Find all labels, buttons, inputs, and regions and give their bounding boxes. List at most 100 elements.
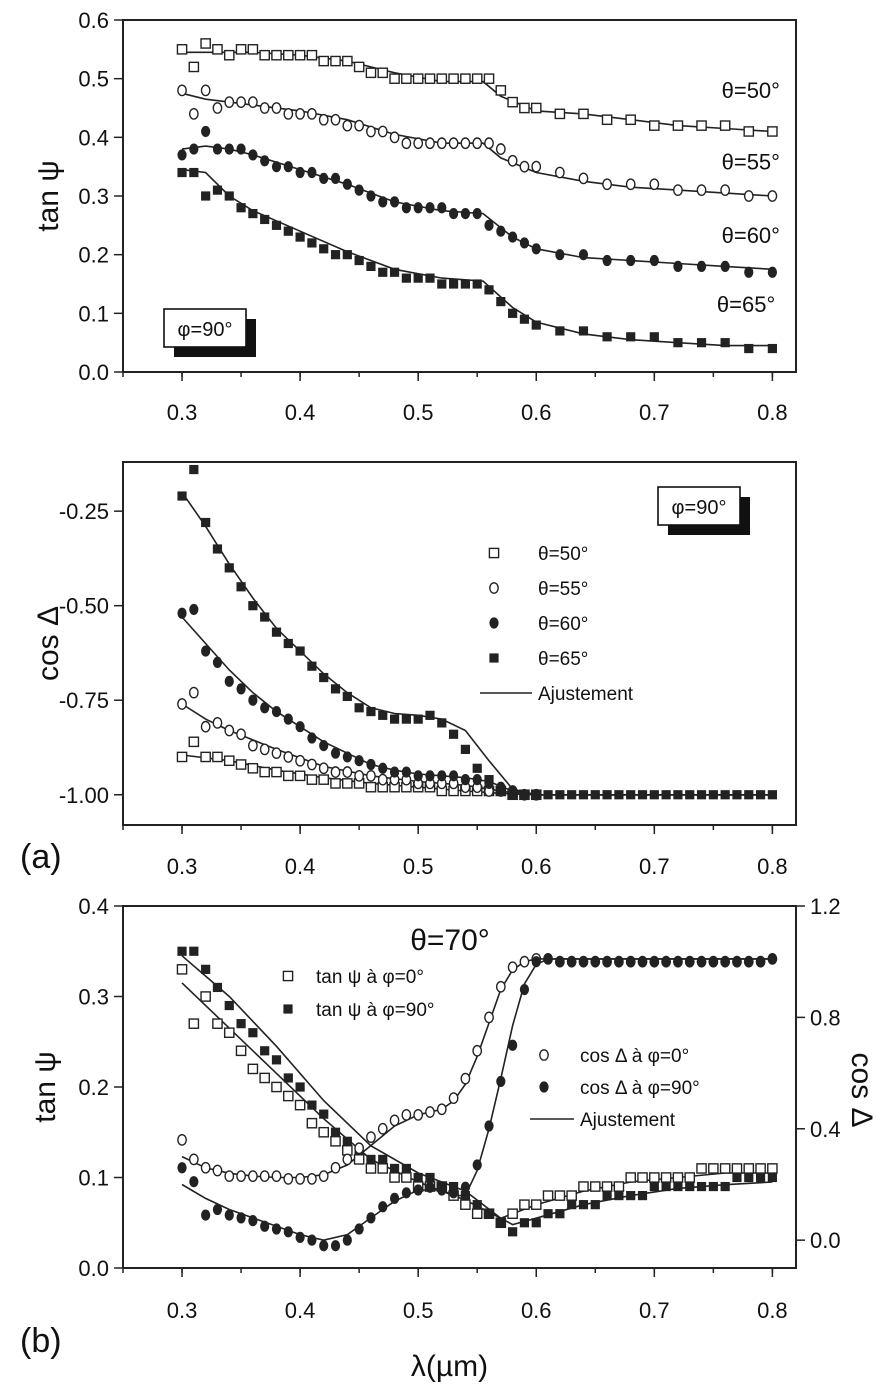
data-point — [224, 675, 234, 687]
data-point — [508, 1227, 518, 1237]
x-tick-label: 0.3 — [167, 400, 198, 425]
data-point — [318, 113, 329, 126]
y-tick-label: -0.50 — [59, 594, 109, 619]
legend-label: Ajustement — [538, 684, 634, 705]
data-point — [201, 125, 211, 138]
phi-label: φ=90° — [178, 319, 233, 341]
data-point — [378, 1201, 388, 1213]
y-tick-label: 0.1 — [78, 301, 109, 326]
data-point — [271, 161, 282, 173]
data-point — [602, 1191, 612, 1201]
data-point — [247, 762, 259, 774]
data-point — [519, 237, 530, 249]
data-point — [436, 73, 448, 84]
series-label: θ=50° — [722, 78, 780, 103]
data-point — [259, 743, 270, 756]
data-point — [259, 766, 270, 778]
data-point — [176, 964, 188, 975]
data-point — [378, 1154, 388, 1164]
data-point — [637, 956, 648, 968]
series-cos-90 — [177, 953, 777, 1252]
data-point — [259, 1170, 270, 1183]
data-point — [248, 601, 258, 611]
data-point — [531, 160, 542, 173]
data-point — [578, 790, 589, 800]
data-point — [389, 1192, 400, 1204]
data-point — [378, 762, 388, 774]
data-point — [484, 1209, 494, 1219]
legend-label: cos Δ à φ=90° — [580, 1078, 700, 1099]
data-point — [460, 1191, 471, 1201]
data-point — [483, 73, 495, 84]
data-point — [496, 1218, 506, 1228]
data-point — [590, 790, 600, 800]
data-point — [484, 285, 494, 295]
data-point — [744, 266, 754, 278]
data-point — [177, 607, 187, 619]
data-point — [318, 762, 329, 775]
data-point — [330, 778, 341, 789]
label-box — [657, 486, 741, 526]
data-point — [189, 946, 199, 956]
fit-line — [181, 958, 773, 1242]
data-point — [601, 1181, 613, 1192]
data-point — [247, 1170, 258, 1183]
data-point — [507, 1208, 518, 1219]
data-point — [448, 279, 459, 289]
data-point — [283, 1226, 293, 1238]
data-point — [626, 254, 636, 267]
data-point — [236, 728, 246, 741]
data-point — [271, 1170, 282, 1183]
data-point — [661, 1181, 671, 1192]
data-point — [319, 672, 329, 683]
data-point — [649, 254, 659, 267]
data-point — [307, 166, 317, 179]
data-point — [271, 1223, 282, 1235]
panel-letter-a: (a) — [20, 838, 62, 876]
data-point — [366, 1154, 376, 1164]
data-point — [188, 736, 200, 748]
data-point — [508, 308, 518, 318]
data-point — [189, 464, 199, 475]
data-point — [236, 1212, 246, 1224]
data-point — [283, 1073, 293, 1083]
data-point — [318, 1170, 329, 1183]
y2-tick-label: 0.8 — [810, 1005, 841, 1030]
data-point — [448, 1187, 459, 1199]
data-point — [295, 1231, 305, 1243]
data-point — [508, 231, 518, 243]
x-tick-label: 0.6 — [521, 400, 552, 425]
y-tick-label: 0.5 — [78, 67, 109, 92]
data-point — [223, 49, 235, 61]
data-point — [567, 956, 577, 968]
data-point — [354, 255, 364, 266]
data-point — [720, 956, 730, 968]
data-point — [330, 1135, 341, 1147]
data-point — [578, 956, 589, 968]
data-point — [649, 1172, 660, 1183]
data-point — [413, 770, 423, 782]
data-point — [484, 775, 494, 785]
data-point — [437, 1184, 447, 1196]
data-point — [224, 143, 234, 155]
data-point — [425, 770, 435, 782]
data-point — [554, 1190, 566, 1201]
data-point — [732, 790, 742, 800]
x-tick-label: 0.8 — [757, 400, 788, 425]
data-point — [661, 956, 671, 968]
data-point — [660, 1172, 672, 1183]
data-point — [366, 190, 376, 202]
data-point — [626, 332, 636, 342]
series-label: θ=55° — [722, 150, 780, 175]
data-point — [307, 1172, 317, 1185]
data-point — [389, 73, 400, 84]
data-point — [425, 202, 435, 214]
data-point — [177, 946, 187, 956]
data-point — [460, 744, 471, 754]
data-point — [436, 137, 447, 150]
data-point — [637, 1191, 648, 1201]
data-point — [719, 120, 731, 131]
data-point — [342, 1136, 352, 1146]
data-point — [507, 961, 518, 974]
legend-marker — [488, 547, 500, 559]
